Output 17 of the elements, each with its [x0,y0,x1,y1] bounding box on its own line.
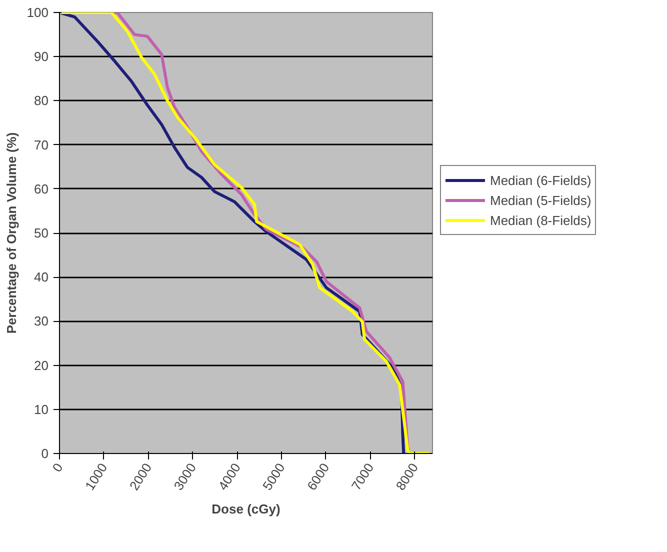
y-tick-label: 40 [34,270,49,285]
y-tick-label: 0 [41,446,49,461]
y-tick-label: 60 [34,181,49,196]
y-tick-label: 50 [34,226,49,240]
y-tick-label: 10 [34,402,49,417]
y-tick-label: 90 [34,49,49,64]
y-tick-label: 100 [26,5,49,20]
x-axis-title: Dose (cGy) [212,502,280,517]
legend-label: Median (6-Fields) [490,172,592,188]
y-axis-title: Percentage of Organ Volume (%) [4,132,19,334]
y-tick-label: 80 [34,93,49,108]
legend-label: Median (5-Fields) [490,192,592,208]
y-tick-label: 20 [34,358,49,373]
x-tick-label: 0 [49,460,66,475]
legend-label: Median (8-Fields) [490,212,592,228]
y-tick-label: 30 [34,314,49,329]
y-tick-label: 70 [34,137,49,152]
